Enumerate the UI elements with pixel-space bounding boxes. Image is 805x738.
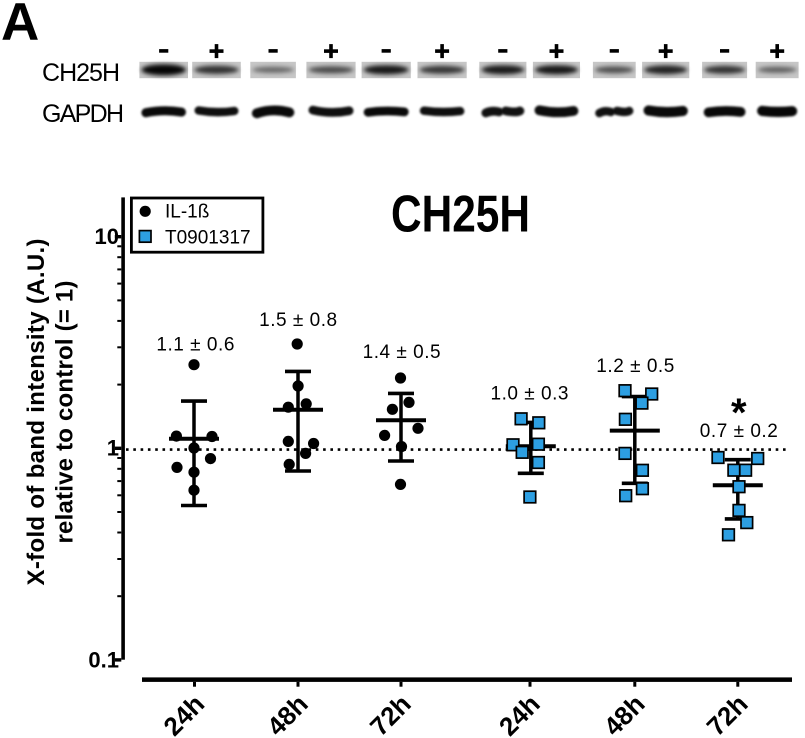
svg-text:1.1 ± 0.6: 1.1 ± 0.6 [156,334,234,355]
svg-text:1.2 ± 0.5: 1.2 ± 0.5 [596,356,674,377]
svg-text:A: A [1,0,39,52]
svg-text:X-fold of band intensity (A.U.: X-fold of band intensity (A.U.) [23,239,50,586]
svg-text:T0901317: T0901317 [165,228,251,249]
svg-text:CH25H: CH25H [391,186,530,244]
svg-text:1: 1 [107,436,119,461]
svg-text:GAPDH: GAPDH [42,100,124,128]
svg-text:1.5 ± 0.8: 1.5 ± 0.8 [259,310,337,331]
svg-text:0.7 ± 0.2: 0.7 ± 0.2 [700,421,778,442]
svg-text:relative to control (= 1): relative to control (= 1) [52,281,79,544]
svg-text:0.1: 0.1 [88,647,119,672]
svg-text:10: 10 [95,224,119,249]
svg-text:1.4 ± 0.5: 1.4 ± 0.5 [363,342,441,363]
svg-text:*: * [731,391,747,435]
svg-text:1.0 ± 0.3: 1.0 ± 0.3 [491,384,569,405]
svg-text:CH25H: CH25H [42,59,120,87]
svg-text:IL-1ß: IL-1ß [165,202,209,223]
